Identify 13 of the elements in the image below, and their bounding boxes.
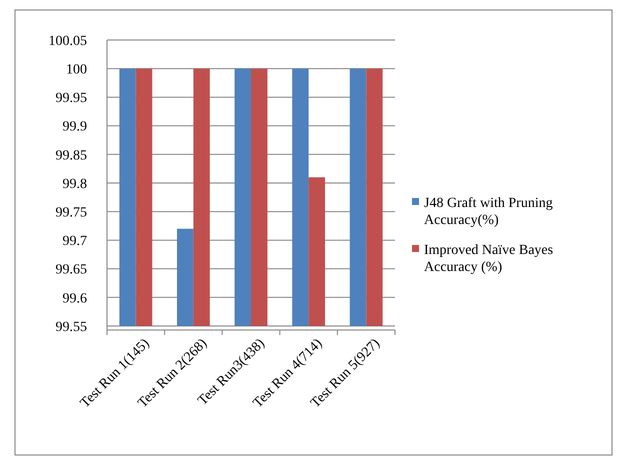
y-tick-label: 100 [66, 62, 87, 78]
y-tick-label: 99.75 [56, 206, 87, 220]
y-tick-label: 100.05 [48, 34, 87, 49]
y-tick-label: 99.65 [56, 262, 87, 278]
y-tick-label: 99.8 [62, 176, 87, 192]
legend-label: J48 Graft with Pruning Accuracy(%) [424, 196, 553, 228]
legend-label: Improved Naïve Bayes Accuracy (%) [424, 242, 554, 275]
y-tick-label: 99.6 [62, 291, 87, 306]
y-tick-label: 99.7 [62, 234, 87, 250]
y-tick-label: 99.95 [56, 91, 87, 106]
y-tick-label: 99.85 [56, 148, 87, 164]
y-tick-label: 99.55 [56, 320, 87, 335]
y-tick-label: 99.9 [62, 120, 87, 135]
